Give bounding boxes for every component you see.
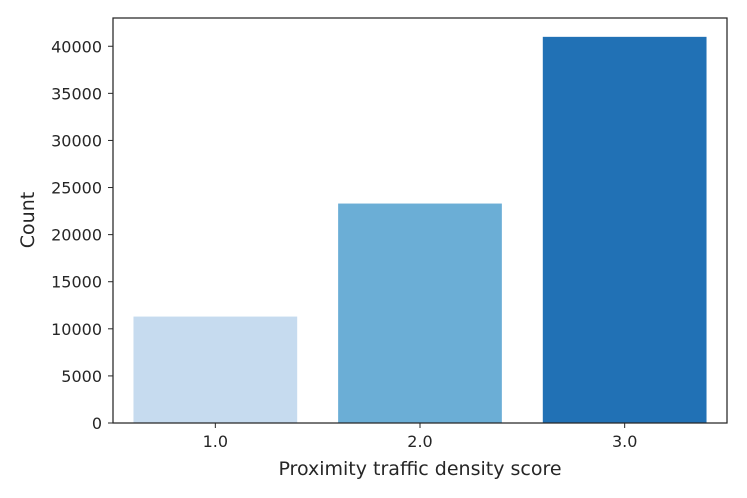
y-tick-label: 10000	[51, 320, 102, 339]
y-axis-label: Count	[17, 192, 39, 248]
x-tick-label: 1.0	[203, 432, 228, 451]
bars-layer	[133, 36, 707, 424]
bar-3.0	[542, 36, 707, 424]
y-tick-label: 20000	[51, 226, 102, 245]
y-tick-label: 0	[92, 414, 102, 433]
y-tick-label: 30000	[51, 131, 102, 150]
x-axis-ticks: 1.0 2.0 3.0	[203, 423, 637, 451]
y-tick-label: 25000	[51, 179, 102, 198]
bar-1.0	[133, 316, 298, 423]
y-tick-label: 15000	[51, 273, 102, 292]
x-axis-label: Proximity traffic density score	[278, 458, 561, 480]
y-tick-label: 35000	[51, 84, 102, 103]
y-tick-label: 5000	[61, 367, 102, 386]
y-axis-ticks: 0 5000 10000 15000 20000 25000 30000 35000 40000	[51, 37, 113, 433]
bar-2.0	[338, 203, 502, 423]
x-tick-label: 2.0	[407, 432, 432, 451]
y-tick-label: 40000	[51, 37, 102, 56]
x-tick-label: 3.0	[612, 432, 637, 451]
